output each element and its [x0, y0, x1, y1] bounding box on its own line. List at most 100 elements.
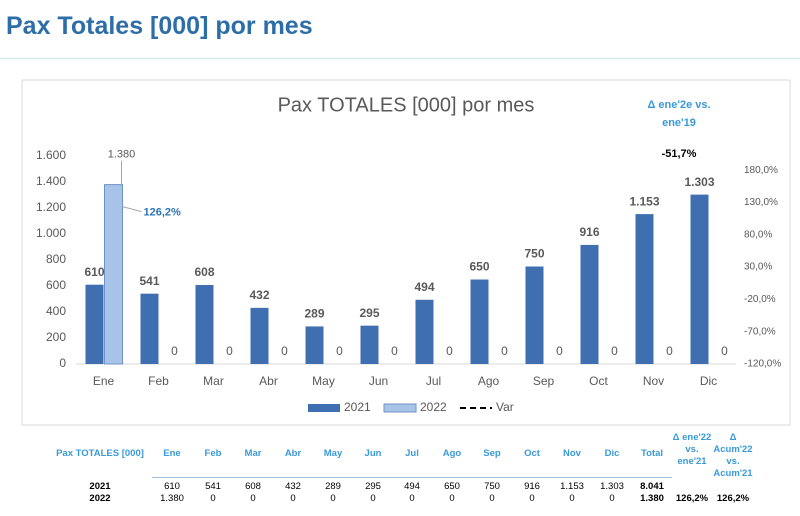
bar	[580, 244, 599, 364]
x-tick-label: Feb	[148, 374, 169, 388]
value-label: 0	[336, 344, 343, 358]
x-tick-label: Ago	[478, 374, 500, 388]
value-label: 0	[666, 344, 673, 358]
table-cell: 916	[524, 481, 540, 492]
value-label: 610	[84, 265, 104, 279]
legend-label: 2022	[420, 400, 447, 414]
value-label: 0	[556, 344, 563, 358]
table-cell: 0	[489, 493, 495, 504]
table-cell: 0	[210, 493, 216, 504]
table-cell: 432	[285, 481, 301, 492]
x-tick-label: Jul	[426, 374, 441, 388]
table-header: Δ Acum'22 vs. Acum'21	[713, 432, 753, 479]
chart-frame	[21, 79, 791, 426]
x-tick-label: Abr	[259, 374, 278, 388]
bar	[85, 284, 104, 364]
y-tick-label: 400	[46, 304, 66, 318]
value-label: 1.303	[684, 175, 714, 189]
table-header: Mar	[244, 448, 262, 459]
chart-title: Pax TOTALES [000] por mes	[278, 94, 535, 116]
bar	[195, 284, 214, 364]
y-tick-label: 1.600	[36, 148, 66, 162]
divider	[0, 58, 800, 59]
value-label: 1.153	[629, 194, 659, 208]
x-tick-label: Nov	[643, 374, 664, 388]
table-cell: 0	[290, 493, 296, 504]
bar	[250, 307, 269, 364]
legend-swatch	[308, 404, 340, 412]
bar	[635, 214, 654, 364]
table-header: Ene	[163, 448, 181, 459]
annotation: Δ ene'2e vs. ene'19	[647, 99, 711, 129]
value-label: 916	[579, 225, 599, 239]
table-cell: 494	[404, 481, 420, 492]
y-tick-label: 1.200	[36, 200, 66, 214]
table-header: Oct	[524, 448, 540, 459]
table-cell: 1.380	[160, 493, 184, 504]
table-header: Abr	[284, 448, 302, 459]
y2-tick-label: 80,0%	[744, 229, 772, 240]
value-label: 432	[249, 288, 269, 302]
y-tick-label: 0	[59, 356, 66, 370]
bar	[470, 279, 489, 364]
legend-swatch	[383, 403, 417, 413]
table-header: Jul	[405, 448, 419, 459]
table-cell: 1.303	[600, 481, 624, 492]
table-rule	[152, 477, 672, 478]
value-label: 1.380	[108, 149, 136, 161]
x-tick-label: May	[312, 374, 335, 388]
table-cell: 2022	[89, 493, 111, 504]
table-cell: 0	[449, 493, 455, 504]
bar	[140, 293, 159, 364]
bar	[415, 299, 434, 364]
x-tick-label: Dic	[700, 374, 717, 388]
y2-tick-label: -70,0%	[744, 326, 776, 337]
x-tick-label: Sep	[533, 374, 555, 388]
legend-label: 2021	[344, 400, 371, 414]
y2-tick-label: 30,0%	[744, 262, 772, 273]
table-cell: 608	[245, 481, 261, 492]
value-label: 0	[446, 344, 453, 358]
table-cell: 1.380	[640, 493, 664, 504]
table-header: Δ ene'22 vs. ene'21	[672, 432, 712, 467]
value-label: 494	[414, 280, 434, 294]
y2-tick-label: -20,0%	[744, 294, 776, 305]
value-label: 541	[139, 274, 159, 288]
value-label: 295	[359, 306, 379, 320]
bar	[690, 194, 709, 364]
table-cell: 126,2%	[716, 493, 750, 504]
table-header: Pax TOTALES [000]	[56, 448, 144, 459]
y-tick-label: 1.000	[36, 226, 66, 240]
page-title: Pax Totales [000] por mes	[6, 12, 313, 40]
value-label: 0	[501, 344, 508, 358]
value-label: 0	[226, 344, 233, 358]
table-cell: 295	[365, 481, 381, 492]
table-cell: 0	[609, 493, 615, 504]
annotation: 126,2%	[144, 207, 182, 219]
value-label: 650	[469, 260, 489, 274]
value-label: 0	[281, 344, 288, 358]
table-cell: 610	[164, 481, 180, 492]
x-tick-label: Jun	[369, 374, 388, 388]
table-cell: 750	[484, 481, 500, 492]
table-cell: 0	[409, 493, 415, 504]
y-tick-label: 600	[46, 278, 66, 292]
table-header: Total	[641, 448, 663, 459]
y2-tick-label: -120,0%	[744, 359, 781, 370]
table-cell: 126,2%	[675, 493, 709, 504]
table-cell: 0	[330, 493, 336, 504]
value-label: 0	[611, 344, 618, 358]
bar	[305, 326, 324, 364]
table-cell: 289	[325, 481, 341, 492]
x-tick-label: Mar	[203, 374, 224, 388]
value-label: 608	[194, 265, 214, 279]
table-cell: 650	[444, 481, 460, 492]
table-cell: 0	[529, 493, 535, 504]
value-label: 0	[171, 344, 178, 358]
y-tick-label: 800	[46, 252, 66, 266]
bar	[525, 266, 544, 364]
table-header: Dic	[604, 448, 620, 459]
table-cell: 2021	[89, 481, 111, 492]
table-header: Ago	[442, 448, 462, 459]
